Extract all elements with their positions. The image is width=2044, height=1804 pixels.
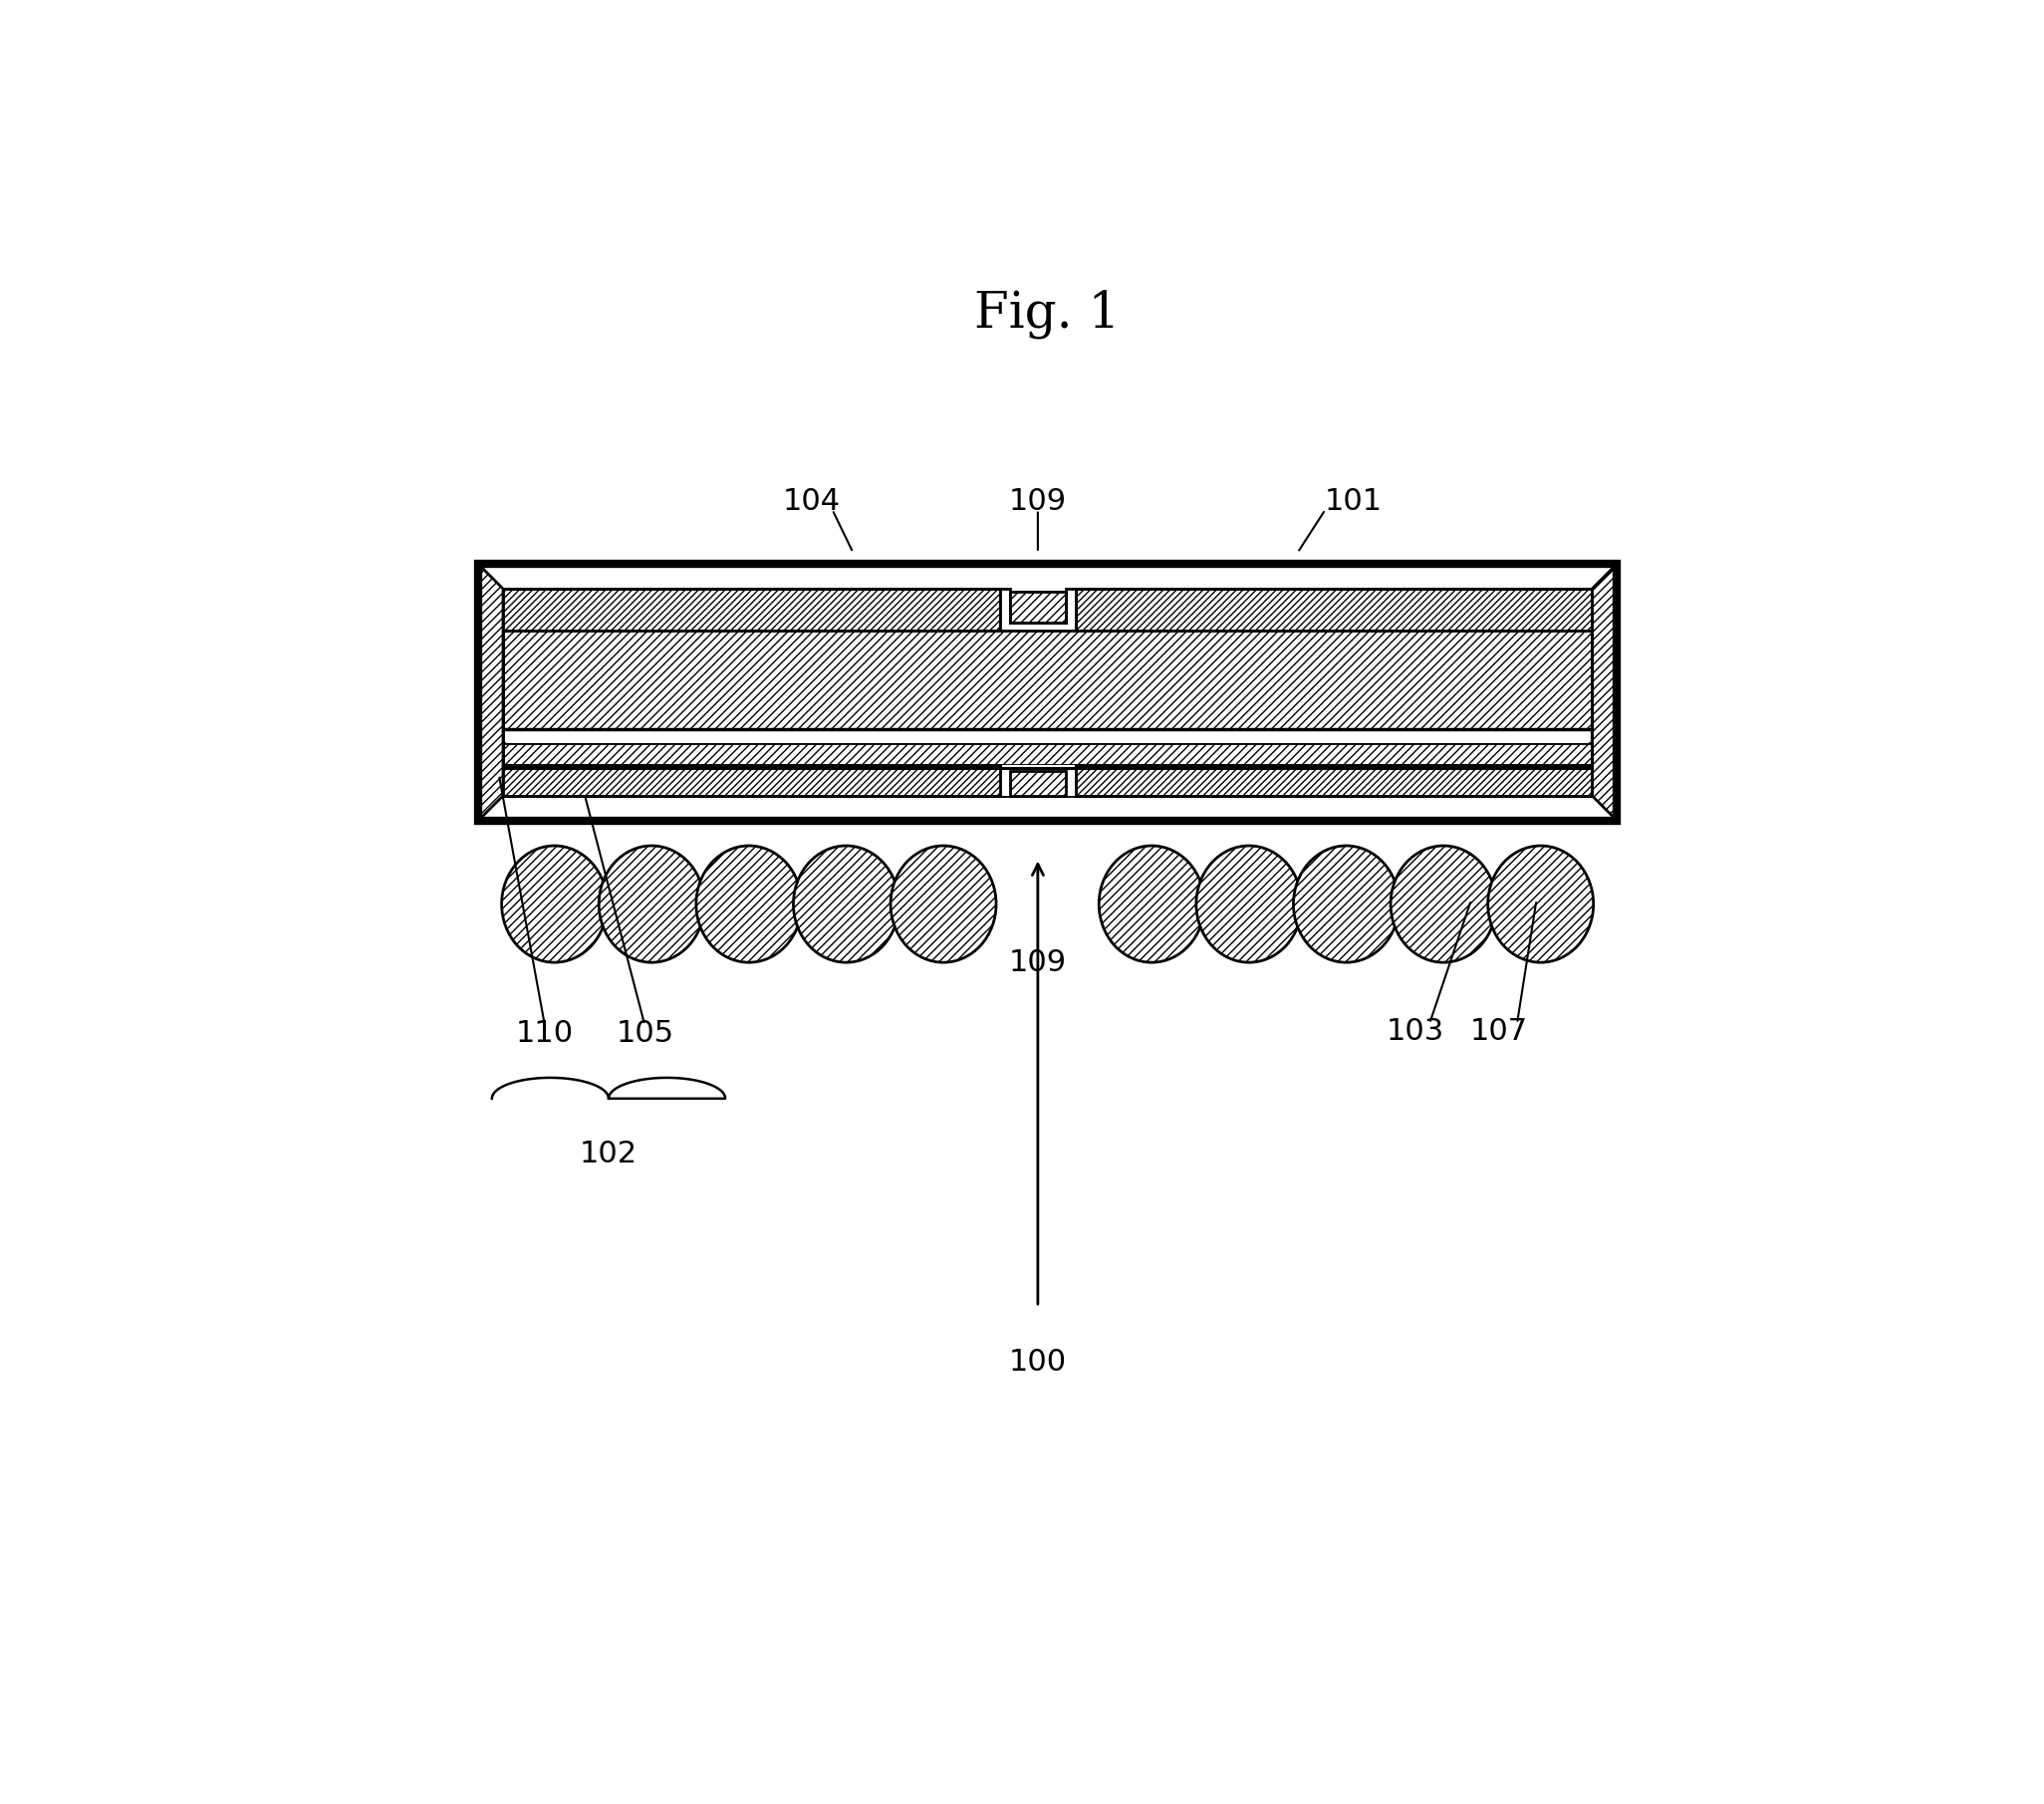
- Bar: [1010, 592, 1065, 622]
- Bar: [503, 588, 1000, 630]
- Text: 104: 104: [783, 487, 840, 516]
- Bar: [505, 729, 1590, 743]
- Ellipse shape: [1100, 846, 1204, 962]
- Text: 102: 102: [580, 1140, 638, 1169]
- Text: 100: 100: [1010, 1348, 1067, 1376]
- Bar: [503, 743, 1592, 769]
- Bar: [503, 630, 1592, 769]
- Ellipse shape: [1196, 846, 1302, 962]
- Text: 109: 109: [1010, 947, 1067, 976]
- Ellipse shape: [1390, 846, 1496, 962]
- Polygon shape: [1592, 563, 1617, 821]
- Ellipse shape: [599, 846, 705, 962]
- Bar: [503, 630, 1592, 729]
- Text: 110: 110: [515, 1019, 574, 1048]
- Ellipse shape: [1294, 846, 1398, 962]
- Bar: [1000, 563, 1075, 630]
- Ellipse shape: [1488, 846, 1594, 962]
- Text: 101: 101: [1325, 487, 1382, 516]
- Ellipse shape: [501, 846, 607, 962]
- Text: 107: 107: [1470, 1017, 1529, 1046]
- Bar: [503, 765, 1592, 796]
- Ellipse shape: [891, 846, 995, 962]
- Text: 105: 105: [615, 1019, 675, 1048]
- Bar: [1000, 765, 1075, 796]
- Bar: [1010, 770, 1065, 796]
- Text: 109: 109: [1010, 487, 1067, 516]
- Bar: [1075, 588, 1592, 630]
- Bar: [478, 563, 1617, 821]
- Polygon shape: [478, 563, 503, 821]
- Text: Fig. 1: Fig. 1: [975, 289, 1120, 339]
- Bar: [1010, 592, 1065, 622]
- Ellipse shape: [793, 846, 899, 962]
- Text: 103: 103: [1386, 1017, 1445, 1046]
- Ellipse shape: [697, 846, 801, 962]
